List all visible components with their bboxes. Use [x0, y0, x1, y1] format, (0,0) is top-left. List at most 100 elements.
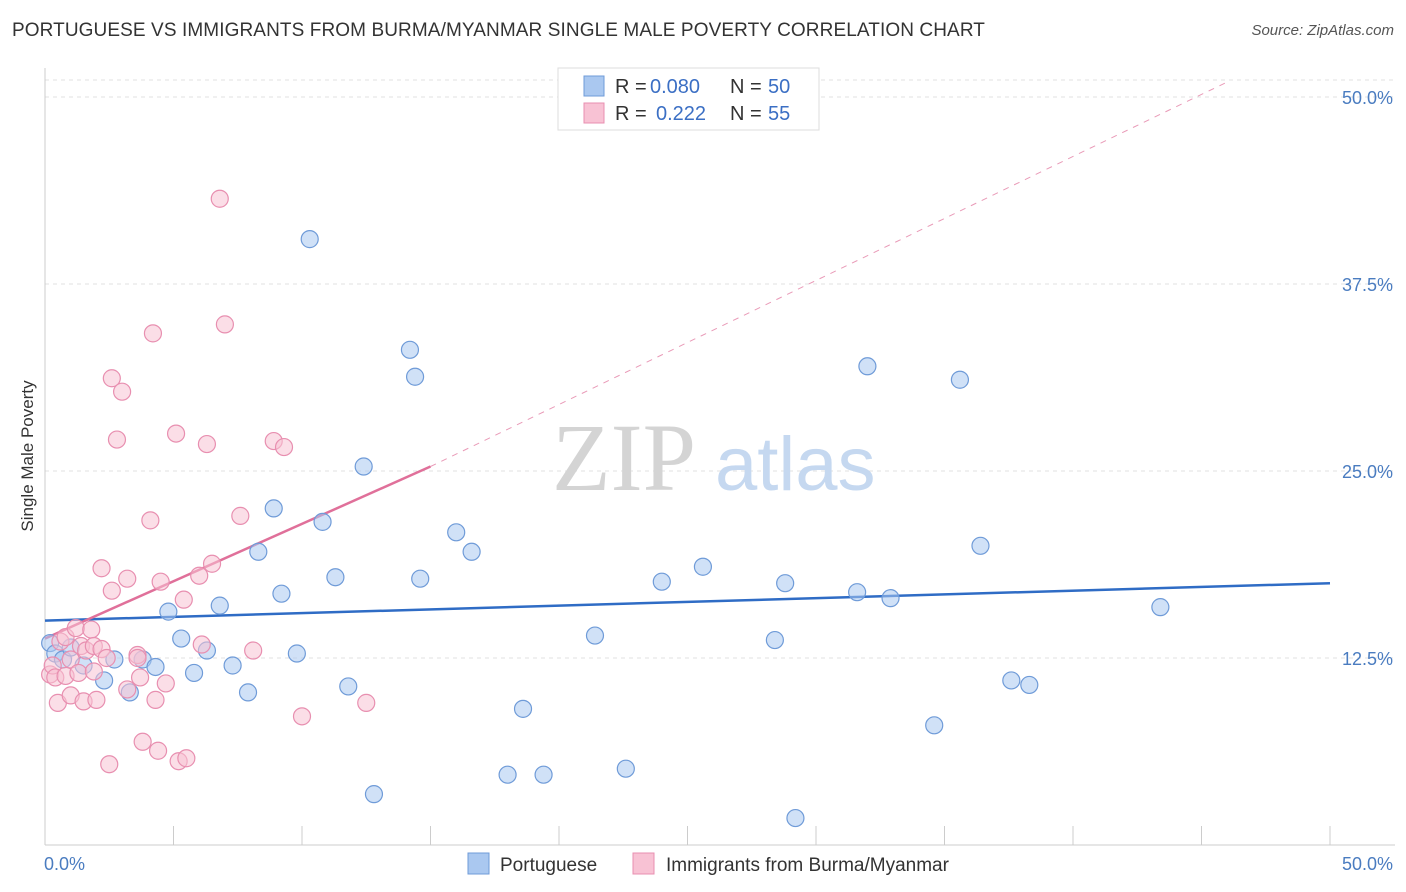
- point-s0-37: [652, 572, 671, 591]
- point-s1-40: [174, 590, 193, 609]
- point-s0-24: [339, 677, 358, 696]
- point-s1-44: [197, 434, 217, 454]
- point-s1-14: [82, 620, 101, 639]
- point-s1-19: [92, 559, 111, 578]
- point-s1-10: [69, 663, 88, 683]
- point-s0-39: [765, 630, 784, 650]
- point-s0-16: [238, 683, 258, 702]
- point-s0-44: [881, 589, 900, 608]
- point-s0-14: [210, 596, 229, 615]
- point-s1-29: [128, 648, 147, 668]
- point-s0-31: [462, 542, 481, 561]
- point-s1-21: [100, 755, 119, 774]
- y-tick-label-3: 50.0%: [1342, 88, 1393, 108]
- legend-swatch-portuguese: [583, 75, 605, 97]
- point-s1-33: [143, 324, 163, 343]
- trend-line-0: [44, 581, 1331, 622]
- axes: [44, 68, 1395, 846]
- x-tick-labels: 0.0% 50.0%: [44, 854, 1393, 874]
- point-s1-45: [202, 554, 222, 573]
- point-s0-15: [223, 656, 242, 675]
- point-s0-46: [950, 370, 970, 389]
- point-s0-38: [693, 557, 713, 576]
- point-s1-31: [133, 732, 152, 751]
- point-s1-43: [192, 635, 211, 654]
- point-s0-30: [447, 523, 466, 542]
- point-s0-27: [400, 340, 420, 359]
- point-s1-34: [146, 690, 165, 709]
- point-s0-49: [1020, 675, 1039, 695]
- point-s0-50: [1151, 598, 1170, 617]
- point-s1-8: [61, 650, 80, 669]
- point-s0-25: [354, 457, 373, 476]
- point-s1-49: [244, 641, 263, 660]
- point-s1-36: [151, 572, 170, 591]
- bottom-legend-label-portuguese: Portuguese: [500, 855, 597, 876]
- legend-swatch-burma: [583, 102, 605, 124]
- point-s0-9: [146, 657, 165, 677]
- point-s1-24: [107, 430, 127, 449]
- point-s1-35: [148, 741, 168, 760]
- bottom-legend-label-burma: Immigrants from Burma/Myanmar: [666, 855, 950, 876]
- point-s0-28: [405, 367, 425, 386]
- point-s0-12: [184, 663, 204, 683]
- point-s0-20: [287, 644, 306, 663]
- point-s1-41: [177, 749, 196, 768]
- trend-line-1: [44, 465, 432, 640]
- point-s0-10: [159, 602, 178, 621]
- x-tick-label-max: 50.0%: [1342, 854, 1393, 874]
- y-tick-label-2: 37.5%: [1342, 275, 1393, 295]
- point-s0-48: [1002, 671, 1021, 690]
- point-s1-42: [190, 566, 209, 585]
- point-s0-11: [172, 629, 191, 648]
- watermark: ZIP atlas: [552, 404, 876, 511]
- point-s1-23: [102, 581, 121, 600]
- point-s1-51: [274, 437, 294, 457]
- point-s0-45: [925, 716, 944, 735]
- point-s1-22: [102, 369, 121, 388]
- point-s1-20: [97, 648, 116, 668]
- point-s1-27: [118, 680, 137, 699]
- trend-lines: [44, 81, 1331, 640]
- correlation-legend: R = 0.080 N = 50 R = 0.222 N = 55: [557, 67, 820, 131]
- legend-r-value-burma: 0.222: [656, 103, 706, 125]
- point-s0-36: [616, 759, 635, 778]
- chart-title: PORTUGUESE VS IMMIGRANTS FROM BURMA/MYAN…: [12, 20, 986, 41]
- point-s1-25: [112, 382, 132, 401]
- point-s0-18: [264, 499, 283, 518]
- point-s1-46: [210, 189, 229, 208]
- bottom-legend-swatch-burma: [632, 852, 655, 875]
- point-s0-35: [585, 626, 605, 645]
- legend-n-value-burma: 55: [768, 103, 790, 125]
- point-s0-17: [249, 542, 268, 561]
- point-s1-15: [84, 662, 103, 681]
- point-s1-52: [292, 707, 312, 726]
- point-s0-42: [848, 583, 867, 602]
- y-tick-label-1: 25.0%: [1342, 462, 1393, 482]
- point-s0-43: [858, 357, 877, 376]
- y-tick-label-0: 12.5%: [1342, 649, 1393, 669]
- legend-n-label-portuguese: N =: [730, 76, 762, 98]
- point-s0-26: [364, 785, 384, 804]
- trend-line-dashed-1: [430, 81, 1228, 467]
- point-s0-29: [411, 569, 430, 588]
- point-s0-47: [971, 536, 990, 555]
- legend-r-value-portuguese: 0.080: [650, 76, 700, 98]
- point-s1-38: [166, 424, 186, 443]
- point-s1-48: [231, 506, 250, 525]
- point-s1-9: [66, 618, 85, 638]
- chart-source: Source: ZipAtlas.com: [1251, 22, 1394, 39]
- point-s0-21: [300, 230, 319, 249]
- point-s1-30: [130, 668, 150, 687]
- y-tick-labels: 12.5% 25.0% 37.5% 50.0%: [1342, 88, 1393, 669]
- x-tick-label-min: 0.0%: [44, 854, 85, 874]
- point-s1-17: [87, 690, 106, 709]
- legend-r-label-portuguese: R =: [615, 76, 647, 98]
- watermark-atlas: atlas: [715, 422, 876, 507]
- legend-n-value-portuguese: 50: [768, 76, 790, 98]
- point-s0-19: [272, 584, 291, 603]
- point-s1-32: [141, 511, 160, 530]
- point-s1-26: [118, 569, 137, 588]
- series-legend: Portuguese Immigrants from Burma/Myanmar: [467, 852, 950, 876]
- point-s0-22: [313, 512, 332, 531]
